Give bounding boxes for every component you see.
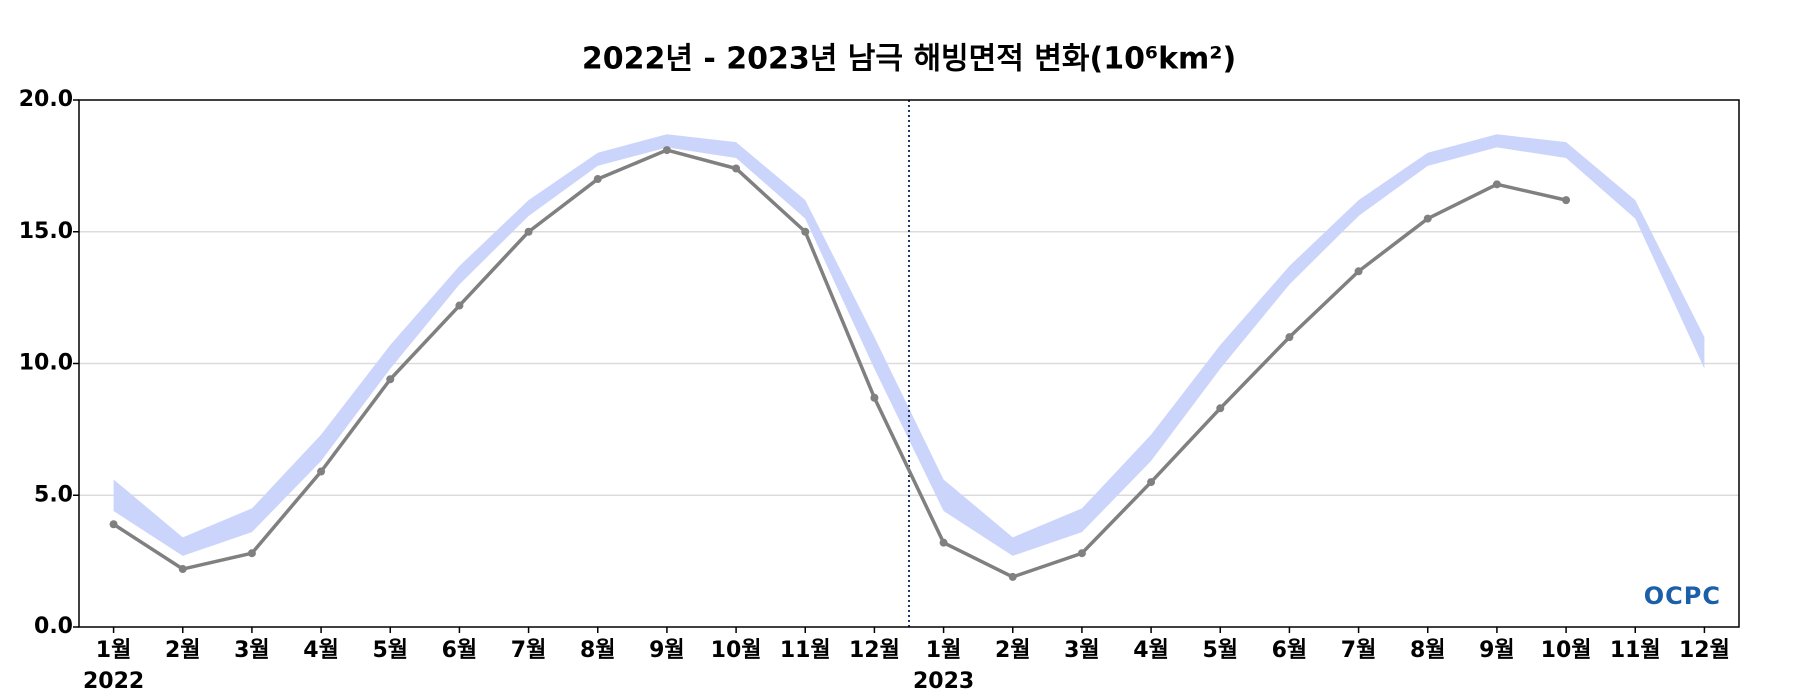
series-point: [1285, 333, 1294, 342]
series-point: [939, 538, 948, 547]
x-tick-label: 2월: [995, 638, 1031, 663]
x-tick-label: 3월: [1064, 638, 1100, 663]
series-point: [1008, 572, 1017, 581]
x-tick-label: 3월: [234, 638, 270, 663]
x-tick-label: 9월: [649, 638, 685, 663]
y-tick-label: 20.0: [19, 87, 73, 112]
x-tick-label: 1월: [926, 638, 962, 663]
series-point: [1216, 404, 1225, 413]
x-tick-label: 6월: [1272, 638, 1308, 663]
series-point: [1423, 214, 1432, 223]
series-point: [1354, 267, 1363, 276]
series-point: [1562, 196, 1571, 205]
series-point: [247, 549, 256, 558]
x-tick-label: 5월: [1202, 638, 1238, 663]
series-line: [112, 148, 1567, 579]
x-tick-label: 10월: [1541, 638, 1592, 663]
x-tick-label: 6월: [442, 638, 478, 663]
x-tick-label: 1월: [96, 638, 132, 663]
year-label: 2023: [913, 669, 974, 694]
series-point: [455, 301, 464, 310]
y-tick-label: 10.0: [19, 351, 73, 376]
series-point: [386, 375, 395, 384]
y-tick-label: 15.0: [19, 219, 73, 244]
x-tick-label: 2월: [165, 638, 201, 663]
plot-frame: [78, 99, 1740, 628]
series-point: [178, 565, 187, 574]
x-tick-label: 12월: [1679, 638, 1730, 663]
series-point: [870, 393, 879, 402]
x-tick-label: 12월: [849, 638, 900, 663]
y-tick-label: 5.0: [34, 482, 73, 507]
series-point: [1147, 478, 1156, 487]
chart-title: 2022년 - 2023년 남극 해빙면적 변화(10⁶km²): [582, 42, 1236, 77]
year-label: 2022: [83, 669, 144, 694]
x-tick-label: 4월: [1133, 638, 1169, 663]
x-tick-label: 4월: [303, 638, 339, 663]
series-point: [593, 175, 602, 184]
series-point: [801, 227, 810, 236]
x-tick-label: 8월: [580, 638, 616, 663]
x-tick-label: 10월: [711, 638, 762, 663]
series-point: [524, 227, 533, 236]
series-point: [1492, 180, 1501, 189]
series-point: [732, 164, 741, 173]
x-tick-label: 9월: [1479, 638, 1515, 663]
x-tick-label: 11월: [780, 638, 831, 663]
x-tick-label: 5월: [372, 638, 408, 663]
x-tick-label: 7월: [511, 638, 547, 663]
series-point: [662, 146, 671, 155]
series-point: [1077, 549, 1086, 558]
x-tick-label: 11월: [1610, 638, 1661, 663]
series-point: [317, 467, 326, 476]
watermark: OCPC: [1644, 582, 1721, 610]
x-tick-label: 8월: [1410, 638, 1446, 663]
series-point: [109, 520, 118, 529]
x-tick-label: 7월: [1341, 638, 1377, 663]
y-tick-label: 0.0: [34, 614, 73, 639]
